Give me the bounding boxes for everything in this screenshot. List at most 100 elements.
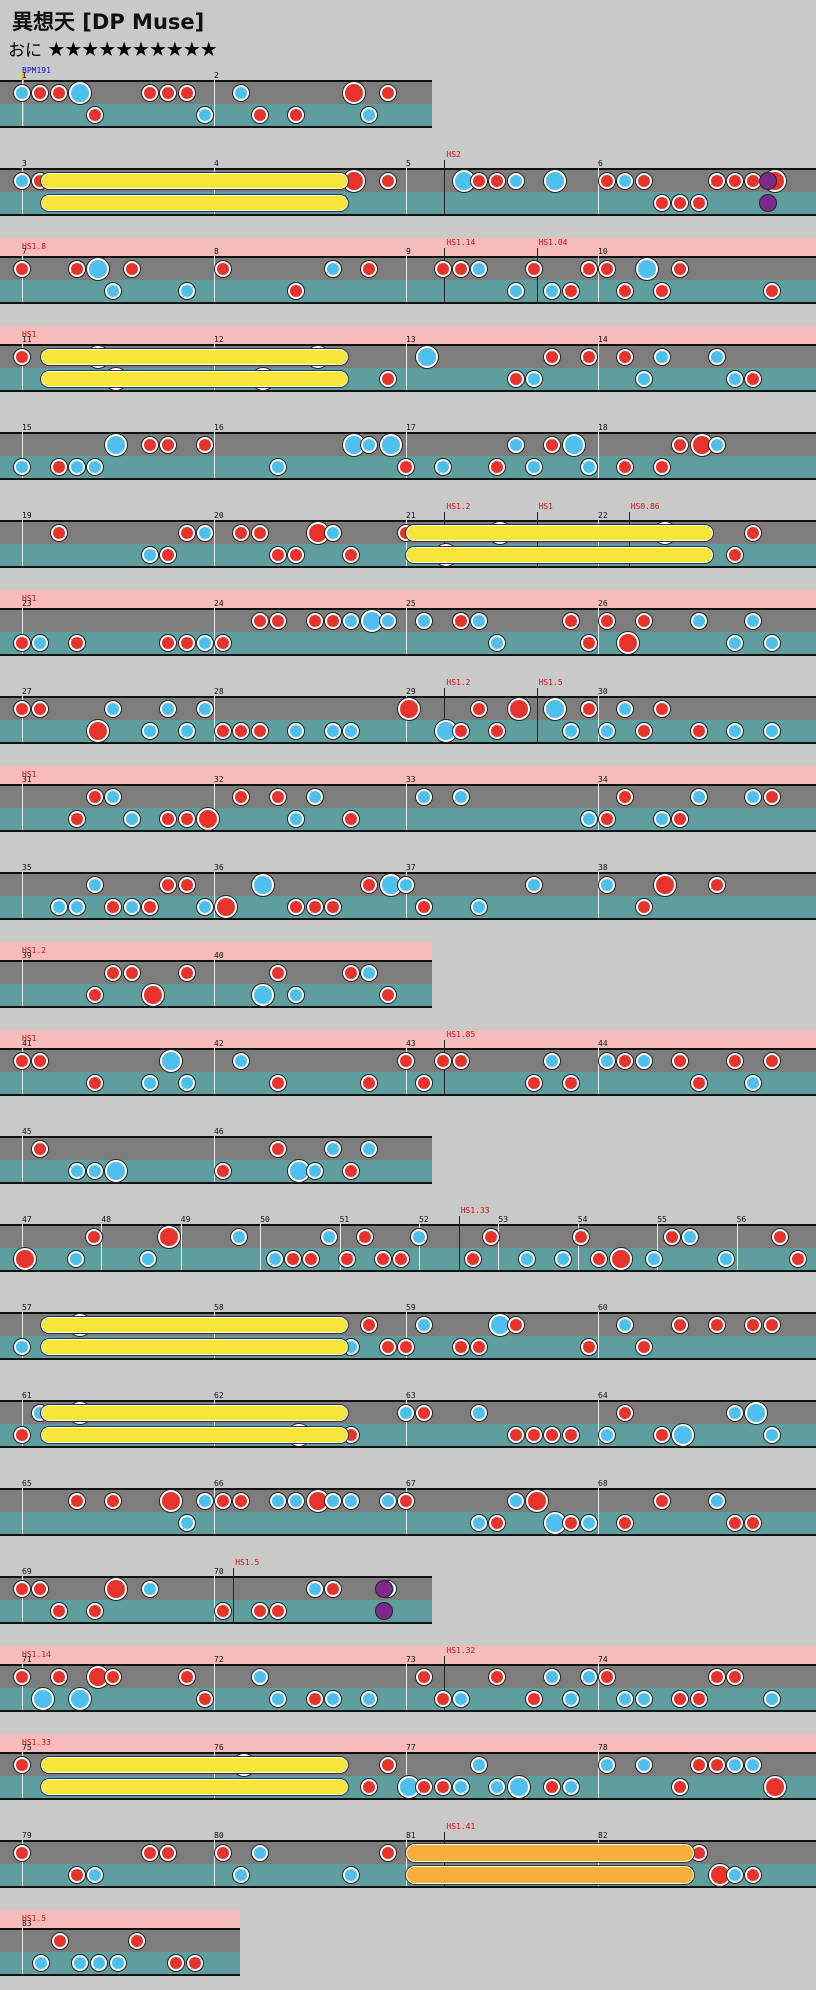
don-note — [471, 701, 488, 717]
don-note — [178, 525, 195, 541]
top-rule — [0, 1928, 240, 1930]
don-note — [129, 1933, 146, 1949]
bottom-rule — [0, 742, 816, 744]
top-rule — [0, 1224, 816, 1226]
ka-note — [745, 1757, 762, 1773]
bar-number: 82 — [598, 1831, 608, 1840]
don-note — [690, 723, 707, 739]
bar-line — [406, 520, 407, 566]
don-note — [324, 899, 341, 915]
bar-number: 40 — [214, 951, 224, 960]
lower-lane — [0, 632, 816, 654]
hs-marker-label: HS0.86 — [630, 502, 660, 511]
bar-line — [406, 1312, 407, 1358]
don-note — [68, 635, 85, 651]
don-note — [471, 1339, 488, 1355]
top-rule — [0, 1840, 816, 1842]
don-note — [599, 613, 616, 629]
ka-note — [599, 723, 616, 739]
hs-band — [0, 1910, 240, 1928]
don-note — [507, 1317, 524, 1333]
ka-note — [690, 613, 707, 629]
bottom-rule — [0, 1974, 240, 1976]
don-note — [50, 525, 67, 541]
bar-line — [598, 1840, 599, 1886]
bar-line — [598, 1664, 599, 1710]
ka-note — [14, 1339, 30, 1355]
bar-line — [214, 168, 215, 214]
bar-number: 14 — [598, 335, 608, 344]
don-note — [158, 1226, 181, 1248]
ka-note — [763, 723, 780, 739]
don-note — [251, 613, 268, 629]
don-note — [599, 1669, 616, 1685]
ka-note — [68, 1251, 85, 1267]
bar-line — [22, 1312, 23, 1358]
don-note — [379, 371, 396, 387]
bar-line — [22, 1752, 23, 1798]
don-note — [306, 613, 323, 629]
hs-marker-label: HS1.2 — [446, 502, 471, 511]
don-note — [654, 283, 670, 299]
bar-number: 79 — [22, 1831, 32, 1840]
don-note — [580, 1339, 597, 1355]
don-note — [452, 1053, 469, 1069]
bar-line — [22, 344, 23, 390]
don-note — [105, 1578, 128, 1600]
bottom-rule — [0, 1446, 816, 1448]
ka-note — [416, 1317, 433, 1333]
don-note — [398, 1053, 414, 1069]
don-note — [160, 547, 177, 563]
don-note — [87, 720, 110, 742]
ka-note — [471, 899, 488, 915]
bar-line — [22, 1576, 23, 1622]
don-note — [635, 723, 652, 739]
upper-lane — [0, 1138, 432, 1160]
top-rule — [0, 872, 816, 874]
bar-line — [406, 1840, 407, 1886]
ka-note — [379, 1493, 396, 1509]
bar-number: 3 — [22, 159, 27, 168]
ka-note — [507, 437, 524, 453]
bar-line — [214, 608, 215, 654]
don-note — [233, 723, 250, 739]
ka-note — [763, 1691, 780, 1707]
don-note — [14, 1845, 30, 1861]
hs-band — [0, 326, 816, 344]
don-note — [580, 635, 597, 651]
bar-line — [22, 1136, 23, 1182]
don-note — [465, 1251, 482, 1267]
don-note — [379, 1339, 396, 1355]
don-note — [196, 1691, 213, 1707]
don-note — [142, 85, 158, 101]
don-note — [361, 1779, 378, 1795]
hs-label: HS1.2 — [22, 946, 47, 955]
don-note — [544, 437, 561, 453]
ka-note — [105, 283, 122, 299]
ka-note — [196, 635, 213, 651]
don-note — [167, 1955, 184, 1971]
ka-note — [306, 1163, 323, 1179]
bar-number: 12 — [214, 335, 224, 344]
ka-note — [763, 1427, 780, 1443]
bar-line — [22, 256, 23, 302]
don-note — [343, 547, 360, 563]
ka-note — [708, 349, 725, 365]
don-note — [14, 349, 30, 365]
bar-number: 39 — [22, 951, 32, 960]
ka-note — [690, 789, 707, 805]
bar-number: 27 — [22, 687, 32, 696]
don-note — [617, 1053, 634, 1069]
don-note — [178, 1669, 195, 1685]
ka-note — [196, 899, 213, 915]
ka-note — [599, 1427, 616, 1443]
ka-note — [727, 1405, 744, 1421]
bar-line — [598, 1752, 599, 1798]
ka-note — [50, 899, 67, 915]
hs-marker — [536, 688, 538, 742]
ka-note — [123, 899, 140, 915]
bar-line — [22, 1488, 23, 1534]
ka-note — [489, 1779, 506, 1795]
bar-line — [598, 256, 599, 302]
ka-note — [745, 1402, 768, 1424]
